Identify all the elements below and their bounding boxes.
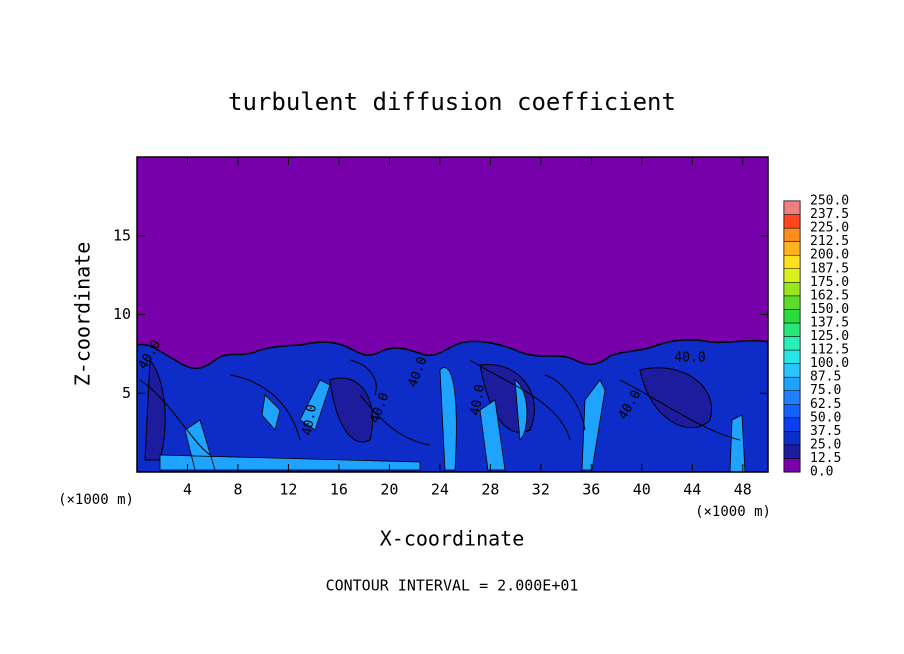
colorbar-bin bbox=[783, 376, 801, 391]
colorbar-bin bbox=[783, 268, 801, 283]
colorbar-bin bbox=[783, 241, 801, 256]
x-tick-label: 12 bbox=[279, 481, 297, 499]
contour-label: 40.0 bbox=[300, 403, 320, 436]
colorbar-bin bbox=[783, 282, 801, 297]
x-tick-label: 44 bbox=[683, 481, 701, 499]
colorbar-bin bbox=[783, 295, 801, 310]
x-axis-label: X-coordinate bbox=[380, 527, 525, 551]
colorbar-label: 187.5 bbox=[810, 261, 849, 276]
x-unit: (×1000 m) bbox=[695, 504, 771, 520]
colorbar-label: 50.0 bbox=[810, 410, 841, 425]
colorbar-bin bbox=[783, 404, 801, 419]
colorbar-label: 112.5 bbox=[810, 343, 849, 358]
contour-label: 40.0 bbox=[468, 383, 488, 416]
x-tick-label: 8 bbox=[233, 481, 242, 499]
y-axis-label: Z-coordinate bbox=[71, 242, 95, 387]
colorbar-label: 62.5 bbox=[810, 397, 841, 412]
x-tick-label: 20 bbox=[380, 481, 398, 499]
x-tick-label: 32 bbox=[532, 481, 550, 499]
colorbar-bin bbox=[783, 417, 801, 432]
colorbar-label: 125.0 bbox=[810, 329, 849, 344]
colorbar-label: 87.5 bbox=[810, 370, 841, 385]
footer: CONTOUR INTERVAL = 2.000E+01 bbox=[326, 577, 579, 595]
colorbar-bin bbox=[783, 390, 801, 405]
weak-eddies bbox=[144, 358, 712, 461]
y-unit: (×1000 m) bbox=[58, 492, 134, 508]
colorbar-bin bbox=[783, 431, 801, 446]
colorbar-bin bbox=[783, 309, 801, 324]
colorbar-label: 25.0 bbox=[810, 437, 841, 452]
colorbar-bin bbox=[783, 458, 801, 473]
chart-title: turbulent diffusion coefficient bbox=[228, 88, 676, 116]
y-tick-label: 5 bbox=[122, 384, 131, 402]
colorbar-bin bbox=[783, 336, 801, 351]
x-tick-label: 24 bbox=[431, 481, 449, 499]
y-tick-label: 15 bbox=[113, 226, 131, 244]
colorbar-bin bbox=[783, 214, 801, 229]
colorbar-label: 0.0 bbox=[810, 465, 833, 480]
colorbar-bin bbox=[783, 363, 801, 378]
x-tick-label: 48 bbox=[734, 481, 752, 499]
contour-lines bbox=[139, 359, 741, 456]
colorbar-bin bbox=[783, 227, 801, 242]
colorbar-label: 12.5 bbox=[810, 451, 841, 466]
contour-label: 40.0 bbox=[674, 351, 705, 366]
colorbar-bin bbox=[783, 322, 801, 337]
colorbar-label: 225.0 bbox=[810, 221, 849, 236]
colorbar-bin bbox=[783, 254, 801, 269]
x-tick-label: 16 bbox=[330, 481, 348, 499]
colorbar-label: 37.5 bbox=[810, 424, 841, 439]
colorbar-bin bbox=[783, 200, 801, 215]
colorbar-bin bbox=[783, 349, 801, 364]
colorbar-label: 212.5 bbox=[810, 234, 849, 249]
colorbar-label: 237.5 bbox=[810, 207, 849, 222]
x-tick-label: 28 bbox=[481, 481, 499, 499]
colorbar-label: 250.0 bbox=[810, 194, 849, 209]
colorbar-label: 100.0 bbox=[810, 356, 849, 371]
colorbar-label: 150.0 bbox=[810, 302, 849, 317]
colorbar-label: 175.0 bbox=[810, 275, 849, 290]
y-tick-label: 10 bbox=[113, 305, 131, 323]
x-tick-label: 36 bbox=[582, 481, 600, 499]
colorbar-label: 75.0 bbox=[810, 383, 841, 398]
colorbar-label: 162.5 bbox=[810, 288, 849, 303]
x-tick-label: 4 bbox=[183, 481, 192, 499]
strong-streaks bbox=[159, 367, 746, 472]
colorbar-label: 200.0 bbox=[810, 248, 849, 263]
colorbar-bin bbox=[783, 444, 801, 459]
x-tick-label: 40 bbox=[633, 481, 651, 499]
field bbox=[137, 157, 768, 472]
colorbar-label: 137.5 bbox=[810, 315, 849, 330]
